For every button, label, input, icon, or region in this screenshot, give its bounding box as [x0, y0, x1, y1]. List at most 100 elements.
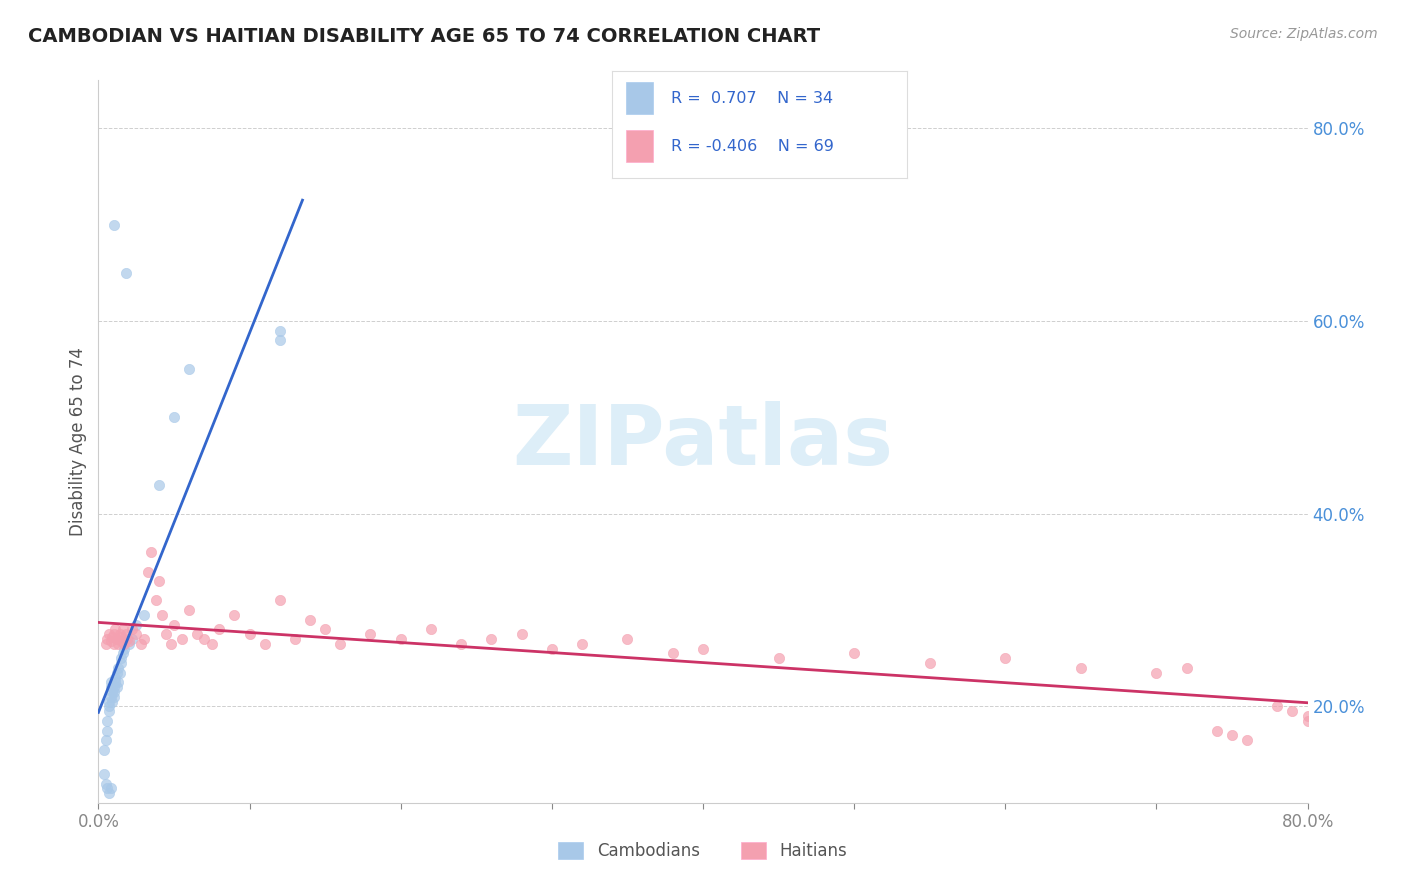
Point — [284, 632, 307, 646]
Point — [114, 266, 136, 280]
Point — [103, 637, 125, 651]
Point — [103, 680, 125, 694]
Point — [160, 637, 183, 651]
Point — [104, 675, 127, 690]
Point — [125, 627, 148, 641]
Point — [510, 627, 533, 641]
Point — [163, 617, 186, 632]
Point — [450, 637, 472, 651]
Point — [118, 637, 141, 651]
Point — [360, 627, 382, 641]
Point — [100, 690, 122, 704]
Point — [1206, 723, 1229, 738]
Point — [110, 630, 132, 644]
Point — [118, 634, 141, 648]
Point — [299, 613, 322, 627]
Point — [150, 607, 173, 622]
Point — [179, 362, 201, 376]
Point — [132, 632, 155, 646]
Point — [314, 623, 336, 637]
Legend: Cambodians, Haitians: Cambodians, Haitians — [551, 835, 855, 867]
Point — [114, 627, 136, 641]
Point — [112, 637, 135, 651]
Point — [193, 632, 215, 646]
Point — [269, 593, 291, 607]
Point — [96, 723, 118, 738]
Point — [163, 410, 186, 425]
Text: R = -0.406    N = 69: R = -0.406 N = 69 — [671, 139, 834, 153]
Point — [145, 593, 167, 607]
Point — [1296, 714, 1319, 728]
Point — [186, 627, 208, 641]
Point — [100, 675, 122, 690]
Text: ZIPatlas: ZIPatlas — [513, 401, 893, 482]
Point — [98, 627, 121, 641]
Point — [94, 776, 117, 790]
Point — [110, 634, 132, 648]
Point — [918, 656, 941, 670]
Point — [96, 714, 118, 728]
Point — [1267, 699, 1289, 714]
Point — [94, 637, 117, 651]
Point — [105, 680, 128, 694]
Point — [107, 675, 129, 690]
Point — [105, 632, 128, 646]
Point — [101, 685, 124, 699]
Point — [115, 632, 138, 646]
Point — [1281, 704, 1303, 718]
Point — [1220, 728, 1243, 742]
Point — [108, 627, 131, 641]
Point — [110, 651, 132, 665]
Point — [481, 632, 503, 646]
Point — [1296, 709, 1319, 723]
Point — [105, 665, 128, 680]
Point — [101, 695, 124, 709]
Point — [111, 647, 134, 661]
Point — [101, 630, 124, 644]
Point — [107, 661, 129, 675]
Point — [96, 781, 118, 796]
Point — [661, 647, 683, 661]
Text: CAMBODIAN VS HAITIAN DISABILITY AGE 65 TO 74 CORRELATION CHART: CAMBODIAN VS HAITIAN DISABILITY AGE 65 T… — [28, 27, 820, 45]
Point — [155, 627, 177, 641]
Point — [224, 607, 246, 622]
Point — [132, 607, 155, 622]
Point — [104, 623, 127, 637]
Point — [571, 637, 593, 651]
Point — [1236, 733, 1258, 747]
Point — [93, 743, 115, 757]
Point — [179, 603, 201, 617]
Point — [994, 651, 1017, 665]
Point — [98, 695, 121, 709]
Point — [616, 632, 638, 646]
Point — [100, 781, 122, 796]
Point — [103, 218, 125, 232]
Point — [112, 641, 135, 656]
Point — [136, 565, 159, 579]
Point — [98, 786, 121, 800]
Point — [103, 690, 125, 704]
Point — [170, 632, 193, 646]
Point — [121, 632, 143, 646]
Point — [253, 637, 276, 651]
Text: Source: ZipAtlas.com: Source: ZipAtlas.com — [1230, 27, 1378, 41]
Point — [110, 656, 132, 670]
Point — [329, 637, 352, 651]
Point — [94, 733, 117, 747]
Point — [148, 478, 170, 492]
Point — [141, 545, 163, 559]
Point — [768, 651, 790, 665]
Point — [107, 637, 129, 651]
Bar — [627, 82, 652, 114]
Point — [93, 767, 115, 781]
Point — [103, 627, 125, 641]
Point — [100, 634, 122, 648]
Point — [201, 637, 224, 651]
Point — [844, 647, 866, 661]
Point — [389, 632, 412, 646]
Point — [98, 699, 121, 714]
Point — [108, 665, 131, 680]
Point — [208, 623, 231, 637]
Point — [104, 671, 127, 685]
Point — [121, 623, 143, 637]
